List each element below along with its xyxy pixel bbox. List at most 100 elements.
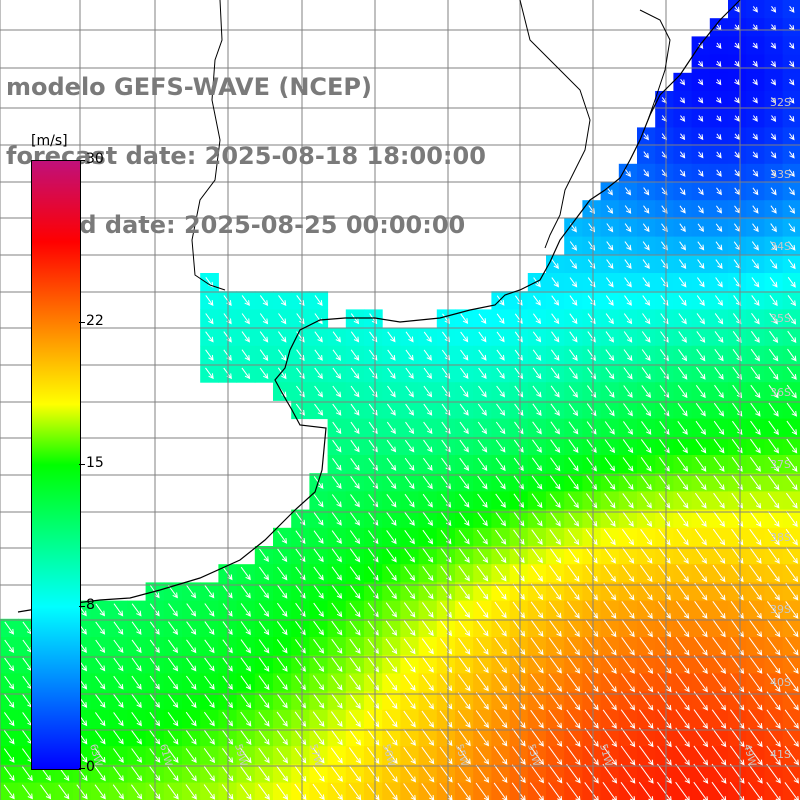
- wind-arrow: [331, 638, 343, 654]
- wind-arrow: [295, 385, 305, 398]
- latitude-label: 32S: [770, 96, 791, 109]
- colorbar-tick-label: 30: [86, 151, 104, 167]
- wind-arrow: [204, 585, 215, 599]
- wind-arrow: [715, 205, 723, 214]
- wind-arrow: [404, 457, 415, 471]
- wind-arrow: [766, 745, 781, 766]
- wind-arrow: [698, 151, 704, 159]
- wind-arrow: [694, 546, 708, 564]
- wind-arrow: [639, 637, 654, 656]
- wind-arrow: [277, 566, 288, 581]
- wind-arrow: [604, 403, 615, 417]
- wind-arrow: [584, 691, 599, 711]
- wind-arrow: [548, 583, 562, 601]
- wind-arrow: [642, 259, 650, 270]
- wind-arrow: [751, 259, 760, 270]
- wind-arrow: [788, 151, 795, 159]
- wind-arrow: [694, 601, 708, 619]
- wind-arrow: [624, 295, 632, 306]
- wind-arrow: [711, 673, 727, 693]
- wind-arrow: [770, 78, 777, 86]
- wind-arrow: [205, 295, 214, 307]
- wind-arrow: [459, 439, 469, 453]
- wind-arrow: [787, 295, 797, 307]
- wind-arrow: [439, 692, 453, 710]
- wind-arrow: [495, 439, 506, 453]
- wind-arrow: [638, 763, 654, 784]
- wind-arrow: [204, 693, 215, 709]
- wind-arrow: [403, 638, 416, 655]
- wind-arrow: [729, 763, 745, 784]
- wind-arrow: [714, 331, 724, 343]
- coastline: [17, 0, 741, 613]
- wind-arrow: [679, 79, 686, 86]
- wind-arrow: [439, 764, 453, 783]
- wind-arrow: [605, 295, 614, 306]
- wind-arrow: [495, 421, 506, 435]
- wind-arrow: [512, 601, 526, 619]
- wind-arrow: [621, 637, 635, 656]
- wind-arrow: [786, 384, 797, 399]
- wind-arrow: [657, 583, 671, 601]
- wind-arrow: [258, 784, 270, 800]
- wind-arrow: [624, 241, 632, 251]
- wind-arrow: [421, 765, 435, 783]
- wind-arrow: [694, 564, 708, 583]
- wind-arrow: [296, 367, 305, 380]
- wind-arrow: [767, 528, 780, 546]
- wind-arrow: [349, 656, 361, 673]
- wind-arrow: [459, 421, 469, 435]
- wind-arrow: [530, 601, 544, 619]
- wind-arrow: [404, 548, 416, 563]
- wind-arrow: [566, 691, 581, 711]
- wind-arrow: [677, 403, 688, 417]
- wind-arrow: [548, 673, 563, 692]
- colorbar-tick-label: 15: [86, 455, 104, 471]
- wind-arrow: [439, 783, 453, 800]
- wind-arrow: [330, 729, 343, 746]
- wind-arrow: [203, 711, 215, 727]
- wind-arrow: [624, 277, 632, 288]
- wind-arrow: [676, 510, 689, 528]
- wind-arrow: [786, 438, 798, 454]
- wind-arrow: [711, 745, 727, 766]
- wind-arrow: [386, 494, 397, 508]
- wind-arrow: [693, 727, 709, 748]
- wind-arrow: [675, 673, 690, 693]
- wind-arrow: [258, 621, 270, 636]
- wind-arrow: [493, 692, 508, 710]
- wind-arrow: [511, 782, 526, 800]
- wind-arrow: [493, 782, 508, 800]
- wind-arrow: [620, 691, 636, 711]
- wind-arrow: [366, 765, 380, 783]
- wind-arrow: [786, 402, 798, 417]
- wind-arrow: [770, 241, 778, 251]
- wind-arrow: [331, 657, 343, 673]
- wind-arrow: [529, 782, 544, 800]
- wind-arrow: [769, 330, 779, 344]
- wind-arrow: [784, 745, 800, 766]
- wind-arrow: [312, 675, 325, 691]
- wind-arrow: [766, 709, 781, 729]
- wind-arrow: [767, 583, 781, 601]
- wind-arrow: [112, 748, 124, 763]
- wind-arrow: [511, 746, 526, 765]
- wind-arrow: [643, 151, 650, 159]
- wind-arrow: [493, 764, 508, 784]
- wind-arrow: [532, 349, 542, 361]
- wind-arrow: [714, 295, 724, 306]
- wind-arrow: [512, 691, 526, 711]
- wind-arrow: [766, 727, 781, 748]
- wind-arrow: [550, 403, 560, 417]
- wind-arrow: [748, 691, 763, 711]
- wind-arrow: [639, 673, 654, 693]
- wind-arrow: [677, 439, 688, 454]
- wind-arrow: [693, 709, 709, 730]
- wind-arrow: [330, 711, 343, 728]
- wind-arrow: [770, 223, 777, 233]
- wind-arrow: [421, 710, 435, 728]
- wind-arrow: [639, 565, 653, 583]
- wind-arrow: [277, 584, 288, 599]
- wind-arrow: [313, 639, 325, 654]
- wind-arrow: [511, 764, 526, 784]
